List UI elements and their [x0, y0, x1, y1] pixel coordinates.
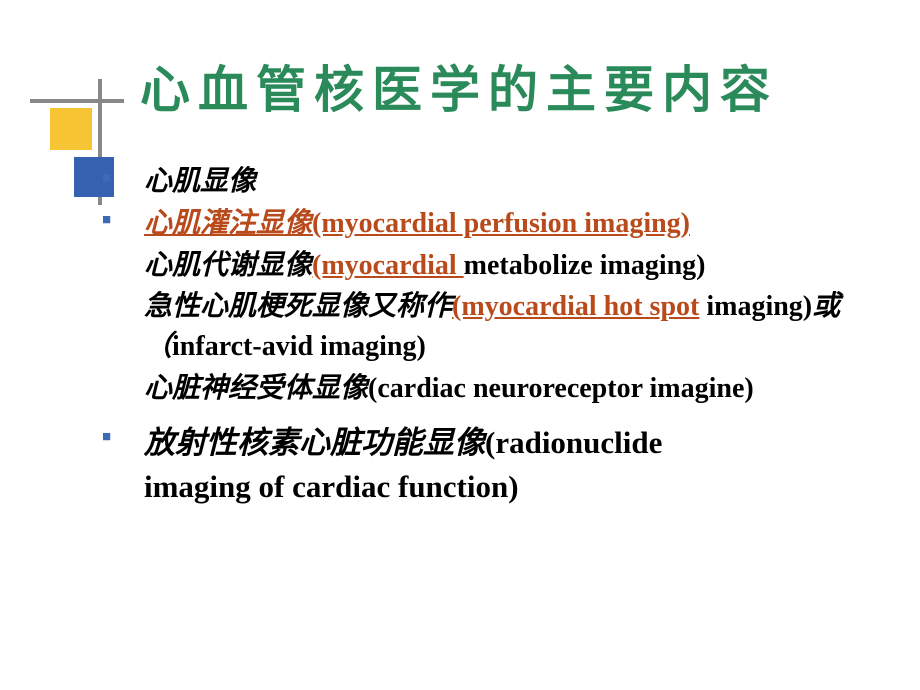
bullet-item-3: 放射性核素心脏功能显像(radionuclide imaging of card… [102, 421, 880, 509]
sub-2c-en-rest2: infarct-avid imaging) [172, 331, 426, 362]
sub-2d-en: (cardiac neuroreceptor imagine) [368, 373, 754, 404]
bullet-item-1: 心肌显像 [102, 162, 880, 202]
sub-2b-cn: 心肌代谢显像 [144, 250, 312, 281]
bullet-1-text: 心肌显像 [144, 166, 256, 197]
bullet-2-cn: 心肌灌注显像 [144, 208, 312, 239]
sub-2c-en-hl1: (myocardial hot spot [452, 291, 699, 322]
slide-title: 心血管核医学的主要内容 [140, 50, 880, 122]
sub-item-2d: 心脏神经受体显像(cardiac neuroreceptor imagine) [102, 369, 880, 409]
bullet-3-en1: (radionuclide [485, 425, 662, 460]
deco-line-horizontal [30, 99, 124, 103]
bullet-3-cn: 放射性核素心脏功能显像 [144, 425, 485, 460]
bullet-item-2: 心肌灌注显像(myocardial perfusion imaging) [102, 204, 880, 244]
sub-item-2b: 心肌代谢显像(myocardial metabolize imaging) [102, 246, 880, 286]
sub-2c-cn: 急性心肌梗死显像又称作 [144, 291, 452, 322]
sub-2b-en-hl: (myocardial [312, 250, 464, 281]
sub-item-2c: 急性心肌梗死显像又称作(myocardial hot spot imaging)… [102, 287, 880, 367]
bullet-3-en2: imaging of cardiac function) [144, 469, 519, 504]
bullet-2-en: (myocardial perfusion imaging) [312, 208, 690, 239]
sub-2d-cn: 心脏神经受体显像 [144, 373, 368, 404]
slide-body: 心肌显像 心肌灌注显像(myocardial perfusion imaging… [102, 162, 880, 509]
slide: 心血管核医学的主要内容 心肌显像 心肌灌注显像(myocardial perfu… [0, 0, 920, 690]
sub-2c-en-rest1: imaging) [699, 291, 812, 322]
deco-square-yellow [50, 108, 92, 150]
sub-2b-en-rest: metabolize imaging) [464, 250, 706, 281]
